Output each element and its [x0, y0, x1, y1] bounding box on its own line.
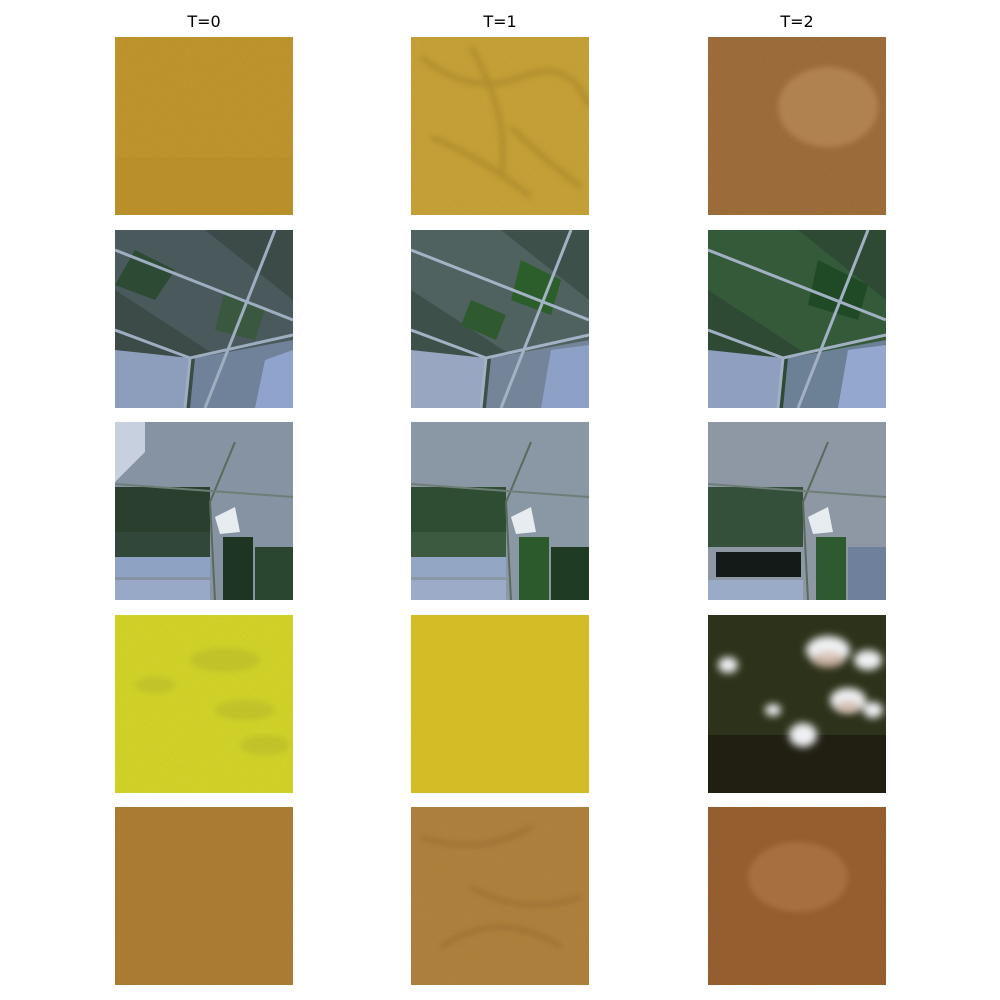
image-tile-row4-t0 — [115, 615, 293, 793]
image-tile-row5-t0 — [115, 807, 293, 985]
image-tile-row2-t2 — [708, 230, 886, 408]
image-tile-row1-t0 — [115, 37, 293, 215]
image-tile-row2-t0 — [115, 230, 293, 408]
image-tile-row1-t2 — [708, 37, 886, 215]
image-tile-row2-t1 — [411, 230, 589, 408]
image-tile-row3-t0 — [115, 422, 293, 600]
image-tile-row3-t2 — [708, 422, 886, 600]
image-tile-row4-t1 — [411, 615, 589, 793]
column-title-t0: T=0 — [187, 12, 221, 31]
image-tile-row3-t1 — [411, 422, 589, 600]
column-title-t2: T=2 — [780, 12, 814, 31]
column-title-t1: T=1 — [483, 12, 517, 31]
image-tile-row4-t2 — [708, 615, 886, 793]
image-tile-row5-t1 — [411, 807, 589, 985]
image-tile-row5-t2 — [708, 807, 886, 985]
image-tile-row1-t1 — [411, 37, 589, 215]
